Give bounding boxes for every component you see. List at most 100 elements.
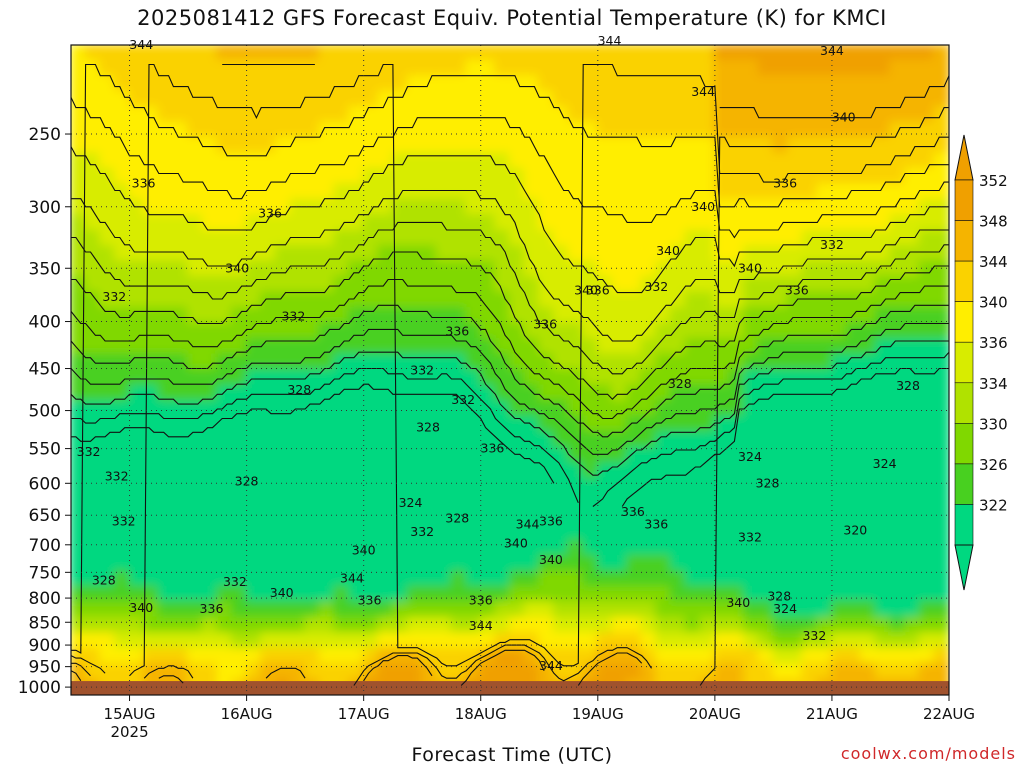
field-cell [318,477,336,495]
field-cell [216,554,233,573]
field-cell [933,585,949,604]
field-cell [157,585,175,604]
field-cell [304,307,321,325]
field-cell [99,601,116,619]
contour-line [71,662,91,677]
field-cell [406,477,424,495]
field-cell [304,477,321,495]
field-cell [362,45,380,62]
field-cell [933,183,949,201]
field-cell [874,570,892,588]
field-cell [377,539,394,557]
field-cell [523,446,541,464]
field-cell [421,616,438,635]
field-cell [772,477,790,495]
field-cell [655,45,672,62]
field-cell [157,523,175,542]
field-cell [655,105,672,124]
field-cell [743,508,760,526]
field-cell [567,90,585,108]
field-cell [84,461,102,480]
field-cell [479,291,497,310]
field-cell [187,647,204,666]
field-cell [889,554,907,573]
colorbar-label: 330 [979,415,1008,433]
y-tick-label: 1000 [18,678,61,698]
field-cell [304,446,321,464]
field-cell [523,105,541,124]
field-cell [377,214,394,232]
field-cell [113,167,131,186]
field-cell [113,601,131,619]
field-cell [728,554,746,573]
field-cell [172,430,190,449]
field-cell [377,446,394,464]
field-cell [860,632,877,650]
field-cell [348,276,365,294]
field-cell [289,338,307,356]
field-cell [304,291,321,310]
field-cell [874,477,892,495]
field-cell [421,167,438,186]
field-cell [860,384,877,402]
field-cell [889,214,907,232]
field-cell [655,183,672,201]
field-cell [874,167,892,186]
field-cell [260,260,277,279]
contour-line [592,351,949,507]
field-cell [187,183,204,201]
field-cell [260,45,277,62]
field-cell [304,508,321,526]
field-cell [494,291,511,310]
field-cell [391,214,409,232]
field-cell [509,260,526,279]
field-cell [874,492,892,511]
field-cell [626,74,643,93]
field-cell [596,167,614,186]
field-cell [201,523,219,542]
field-cell [874,353,892,371]
field-cell [421,183,438,201]
field-cell [816,369,833,387]
field-cell [377,167,394,186]
field-cell [99,45,116,62]
contour-label: 340 [504,536,528,551]
field-cell [479,415,497,433]
field-cell [187,523,204,542]
field-cell [465,136,482,155]
field-cell [245,59,263,77]
field-cell [143,291,160,310]
field-cell [99,461,116,480]
field-cell [465,492,482,511]
field-cell [523,45,541,62]
field-cell [523,384,541,402]
field-cell [728,307,746,325]
field-cell [333,136,351,155]
field-cell [787,461,804,480]
field-cell [538,214,555,232]
field-cell [304,198,321,217]
field-cell [406,399,424,418]
field-cell [582,260,599,279]
field-cell [816,276,833,294]
contour-line [353,644,652,686]
field-cell [421,276,438,294]
field-cell [450,399,468,418]
field-cell [772,616,790,635]
field-cell [172,338,190,356]
field-cell [304,415,321,433]
field-cell [626,446,643,464]
field-cell [245,461,263,480]
field-cell [348,245,365,263]
field-cell [421,369,438,387]
field-cell [757,276,775,294]
field-cell [669,446,687,464]
field-cell [596,260,614,279]
field-cell [71,291,87,310]
field-cell [816,477,833,495]
field-cell [684,554,702,573]
field-cell [582,338,599,356]
field-cell [84,523,102,542]
x-tick-label: 18AUG [455,705,507,723]
field-cell [830,492,848,511]
